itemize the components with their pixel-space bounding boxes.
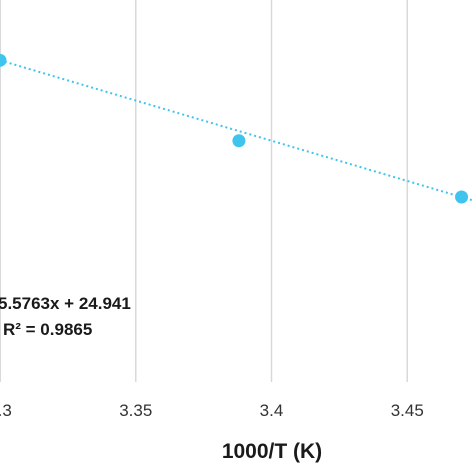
data-point [455, 190, 469, 204]
data-points-layer [0, 53, 469, 204]
x-tick-labels: 3.3 3.35 3.4 3.45 [0, 401, 424, 420]
trendline [0, 59, 474, 202]
data-point [0, 53, 7, 67]
x-tick-label: 3.35 [119, 401, 152, 420]
data-point [232, 134, 246, 148]
x-tick-label: 3.3 [0, 401, 12, 420]
x-tick-label: 3.4 [260, 401, 284, 420]
trendline-equation: 5.5763x + 24.941 [0, 294, 131, 313]
x-tick-label: 3.45 [391, 401, 424, 420]
r-squared-label: R² = 0.9865 [3, 320, 92, 339]
x-axis-title: 1000/T (K) [222, 440, 322, 463]
grid-layer [0, 0, 408, 382]
trendline-layer [0, 59, 474, 202]
